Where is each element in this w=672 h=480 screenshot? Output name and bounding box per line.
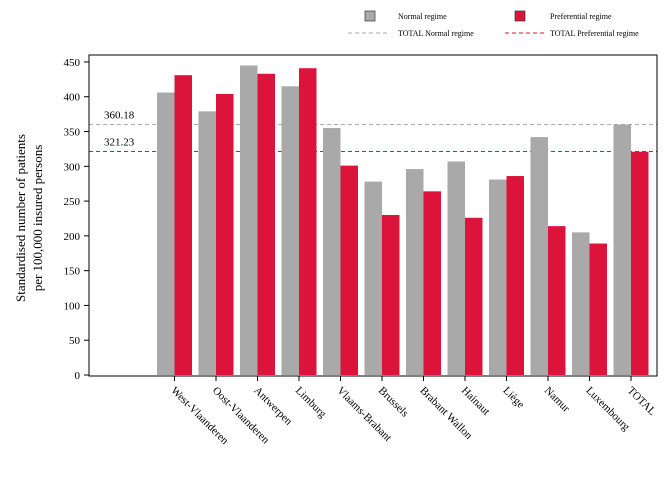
- plot-frame: [88, 54, 658, 377]
- x-tick-label-antwerpen: Antwerpen: [251, 385, 294, 428]
- bar-preferential-regime-hainaut: [465, 217, 483, 375]
- legend-label-total-normal-regime: TOTAL Normal regime: [398, 29, 474, 38]
- bar-normal-regime-antwerpen: [240, 65, 258, 375]
- y-tick-label: 450: [64, 57, 81, 69]
- bar-normal-regime-limburg: [281, 86, 299, 375]
- legend-swatch-normal-regime: [364, 10, 376, 22]
- y-tick-label: 150: [64, 266, 81, 278]
- bar-preferential-regime-namur: [548, 226, 566, 375]
- bar-preferential-regime-brabant-wallon: [423, 191, 441, 375]
- bar-preferential-regime-limburg: [299, 68, 317, 375]
- bar-normal-regime-luxembourg: [572, 232, 590, 375]
- y-axis-title-line-2: per 100,000 insured persons: [30, 145, 45, 292]
- bar-normal-regime-brabant-wallon: [406, 169, 424, 375]
- bars: [157, 65, 649, 376]
- bar-normal-regime-total: [613, 124, 631, 375]
- bar-normal-regime-brussels: [364, 181, 382, 375]
- bar-preferential-regime-luxembourg: [589, 243, 607, 375]
- y-tick-label: 400: [64, 92, 81, 104]
- y-tick-label: 300: [64, 161, 81, 173]
- bar-preferential-regime-antwerpen: [257, 73, 275, 376]
- x-tick-label-namur: Namur: [542, 385, 572, 415]
- x-tick-label-hainaut: Hainaut: [459, 385, 492, 418]
- x-tick-label-liege: Liège: [500, 385, 526, 411]
- bar-normal-regime-vlaams-brabant: [323, 128, 341, 375]
- x-axis: West-VlaanderenOost-VlaanderenAntwerpenL…: [168, 376, 658, 447]
- bar-normal-regime-liege: [489, 179, 507, 375]
- bar-normal-regime-hainaut: [447, 161, 465, 375]
- y-axis-title: Standardised number of patients per 100,…: [13, 134, 45, 302]
- y-tick-label: 200: [64, 231, 81, 243]
- y-tick-label: 250: [64, 196, 81, 208]
- y-axis-title-line-1: Standardised number of patients: [13, 134, 28, 302]
- bar-preferential-regime-vlaams-brabant: [340, 165, 358, 375]
- y-tick-label: 50: [69, 335, 81, 347]
- bar-preferential-regime-west-vlaanderen: [174, 75, 192, 375]
- legend-label-normal-regime: Normal regime: [398, 12, 447, 21]
- x-tick-label-brussels: Brussels: [376, 385, 411, 420]
- bar-preferential-regime-liege: [506, 176, 524, 375]
- legend-swatch-preferential-regime: [514, 10, 526, 22]
- legend: Normal regime Preferential regime TOTAL …: [348, 10, 639, 38]
- reference-line-label-total-preferential-regime: 321.23: [104, 137, 135, 149]
- y-tick-label: 100: [64, 300, 81, 312]
- legend-label-preferential-regime: Preferential regime: [550, 12, 612, 21]
- legend-label-total-preferential-regime: TOTAL Preferential regime: [550, 29, 639, 38]
- x-tick-label-total: TOTAL: [625, 385, 658, 418]
- reference-line-label-total-normal-regime: 360.18: [104, 109, 135, 121]
- x-tick-label-limburg: Limburg: [293, 385, 329, 421]
- bar-preferential-regime-oost-vlaanderen: [216, 93, 234, 376]
- bar-preferential-regime-total: [631, 151, 649, 375]
- y-axis: 0 50 100 150 200 250 300 350 400 450: [64, 57, 89, 382]
- bar-normal-regime-namur: [530, 137, 548, 375]
- bar-preferential-regime-brussels: [382, 215, 400, 375]
- y-tick-label: 0: [75, 370, 81, 382]
- y-tick-label: 350: [64, 127, 81, 139]
- bar-normal-regime-oost-vlaanderen: [198, 111, 216, 375]
- bar-normal-regime-west-vlaanderen: [157, 92, 175, 375]
